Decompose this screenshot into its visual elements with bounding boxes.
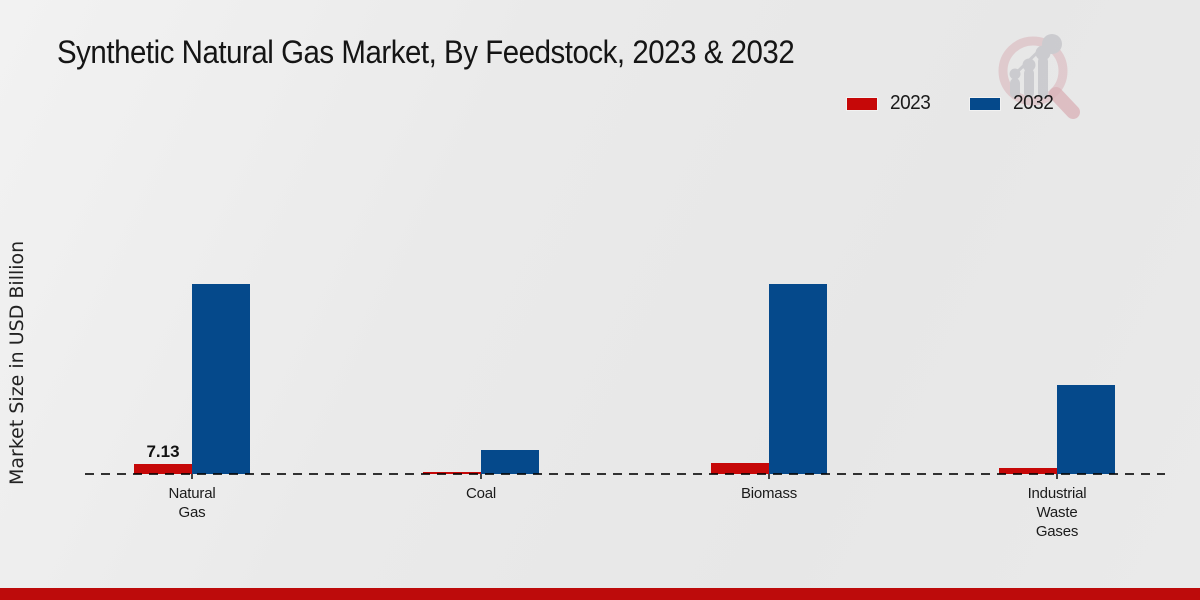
x-axis-tick-coal (480, 474, 482, 479)
x-axis-label-industrial-waste-gases: Industrial Waste Gases (1027, 485, 1087, 540)
x-axis-tick-industrial-waste-gases (1056, 474, 1058, 479)
x-axis-label-biomass: Biomass (740, 485, 798, 502)
magnifier-bar-chart-logo-icon (998, 34, 1080, 119)
legend: 2023 2032 (846, 92, 1055, 115)
footer-accent-bar (0, 588, 1200, 600)
bar-2023-industrial-waste-gases (999, 468, 1057, 474)
legend-swatch-2023 (846, 96, 878, 111)
bar-2032-natural-gas (192, 284, 250, 474)
legend-item-2023: 2023 (846, 92, 933, 115)
bar-2032-industrial-waste-gases (1057, 385, 1115, 474)
bar-2032-biomass (769, 284, 827, 474)
bar-2023-natural-gas (134, 464, 192, 474)
value-label-2023-natural-gas: 7.13 (146, 442, 180, 461)
x-axis-tick-natural-gas (191, 474, 193, 479)
legend-item-2032: 2032 (968, 92, 1056, 115)
legend-swatch-2032 (968, 96, 1001, 111)
zero-baseline-dashed (85, 473, 1165, 475)
x-axis-label-coal: Coal (465, 485, 497, 502)
legend-label-2032: 2032 (1012, 92, 1054, 114)
bar-2032-coal (481, 450, 539, 474)
chart-title: Synthetic Natural Gas Market, By Feedsto… (57, 34, 795, 70)
bar-2023-biomass (711, 463, 769, 474)
x-axis-tick-biomass (768, 474, 770, 479)
legend-label-2023: 2023 (890, 92, 931, 114)
x-axis-label-natural-gas: Natural Gas (168, 485, 216, 521)
